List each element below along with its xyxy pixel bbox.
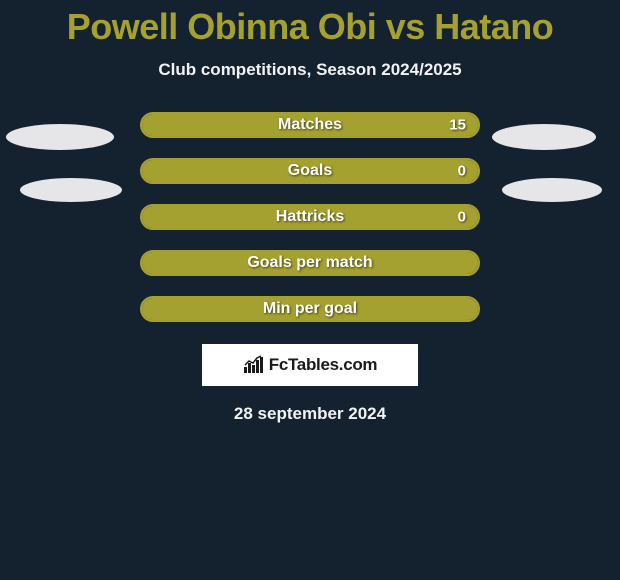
stat-value-right: 15 [449, 117, 466, 134]
stat-label: Matches [278, 116, 342, 134]
stat-label: Min per goal [263, 300, 357, 318]
comparison-title: Powell Obinna Obi vs Hatano [0, 6, 620, 48]
stat-label: Goals per match [247, 254, 372, 272]
stat-row-goals-per-match: Goals per match [140, 250, 480, 276]
player-left-shadow [20, 178, 122, 202]
comparison-subtitle: Club competitions, Season 2024/2025 [0, 60, 620, 80]
brand-badge[interactable]: FcTables.com [202, 344, 418, 386]
stat-row-matches: Matches 15 [140, 112, 480, 138]
stat-value-right: 0 [458, 163, 466, 180]
player-right-shadow [502, 178, 602, 202]
stat-row-min-per-goal: Min per goal [140, 296, 480, 322]
stat-value-right: 0 [458, 209, 466, 226]
player-right-avatar-placeholder [492, 124, 596, 150]
stat-label: Hattricks [276, 208, 344, 226]
brand-text: FcTables.com [269, 355, 378, 375]
generation-date: 28 september 2024 [0, 404, 620, 424]
stat-label: Goals [288, 162, 332, 180]
stat-row-hattricks: Hattricks 0 [140, 204, 480, 230]
player-left-avatar-placeholder [6, 124, 114, 150]
stat-row-goals: Goals 0 [140, 158, 480, 184]
chart-icon [243, 355, 265, 375]
